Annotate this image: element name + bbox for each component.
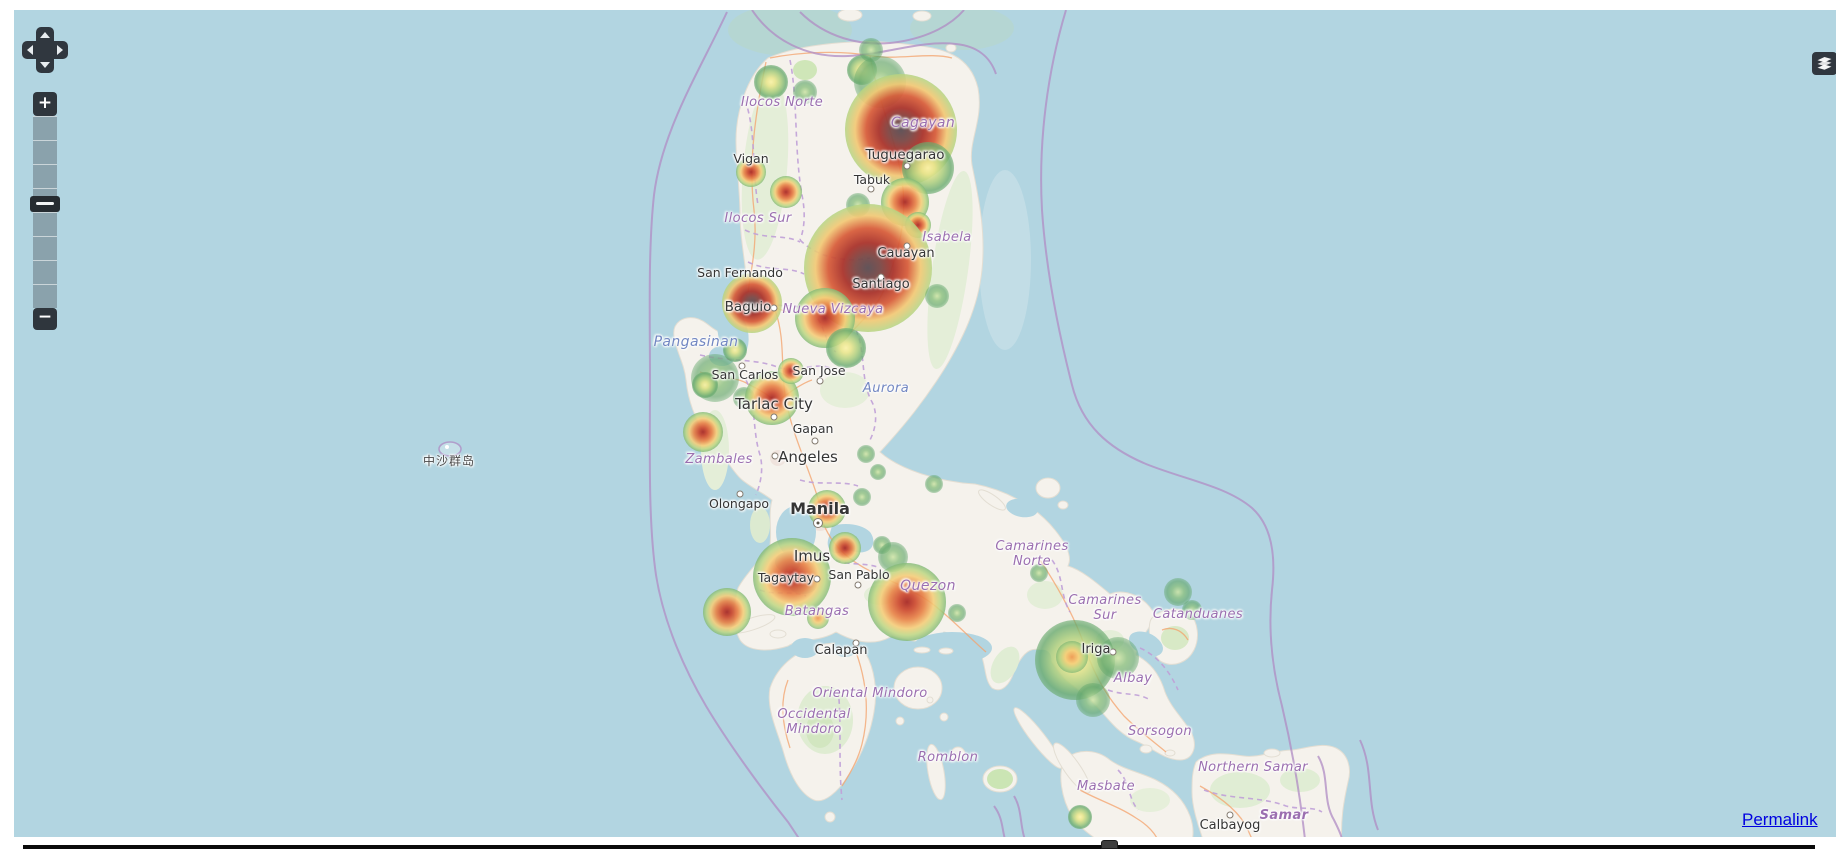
bottom-panel-toggle[interactable] — [1101, 840, 1118, 849]
city-marker-iriga — [1109, 648, 1117, 656]
pan-left-icon[interactable] — [27, 45, 33, 55]
city-marker-san-carlos — [738, 362, 746, 370]
map-viewport[interactable]: Ilocos Norte Cagayan Ilocos Sur Isabela Nuev… — [14, 10, 1836, 837]
city-marker-olongapo — [736, 490, 744, 498]
city-marker-calapan — [852, 639, 860, 647]
zoom-slider-handle[interactable] — [30, 196, 60, 212]
zoom-level-cell[interactable] — [33, 116, 57, 140]
layer-switcher-button[interactable] — [1812, 52, 1836, 75]
city-marker-angeles — [771, 452, 779, 460]
zoom-level-cell[interactable] — [33, 236, 57, 260]
zoom-level-cell[interactable] — [33, 260, 57, 284]
zoom-level-cell[interactable] — [33, 164, 57, 188]
city-marker-tarlac-city — [770, 413, 778, 421]
city-marker-cauayan — [903, 242, 911, 250]
pan-right-icon[interactable] — [57, 45, 63, 55]
city-marker-san-jose — [816, 377, 824, 385]
zoom-level-cell[interactable] — [33, 212, 57, 236]
zoom-level-cell[interactable] — [33, 284, 57, 308]
zoom-out-button[interactable]: − — [33, 308, 57, 330]
basemap-svg — [14, 10, 1836, 837]
pan-up-icon[interactable] — [40, 32, 50, 38]
map-world: Ilocos Norte Cagayan Ilocos Sur Isabela Nuev… — [14, 10, 1836, 837]
city-marker-tagaytay — [813, 575, 821, 583]
zoom-level-cell[interactable] — [33, 140, 57, 164]
layers-icon — [1817, 57, 1832, 70]
permalink-link[interactable]: Permalink — [1742, 810, 1818, 829]
territorial-boundaries — [438, 10, 1379, 837]
city-marker-manila — [813, 518, 823, 528]
city-marker-gapan — [811, 437, 819, 445]
city-marker-tabuk — [867, 185, 875, 193]
pan-control[interactable] — [22, 27, 68, 73]
city-marker-san-pablo — [854, 581, 862, 589]
city-marker-baguio — [770, 304, 778, 312]
pan-control-horizontal — [22, 41, 68, 59]
city-marker-santiago — [877, 273, 885, 281]
permalink-container: Permalink — [1742, 810, 1818, 830]
city-marker-tuguegarao — [903, 162, 911, 170]
zoom-in-button[interactable]: + — [33, 92, 57, 116]
city-marker-calbayog — [1226, 811, 1234, 819]
pan-down-icon[interactable] — [40, 62, 50, 68]
bottom-divider-bar — [23, 845, 1815, 849]
